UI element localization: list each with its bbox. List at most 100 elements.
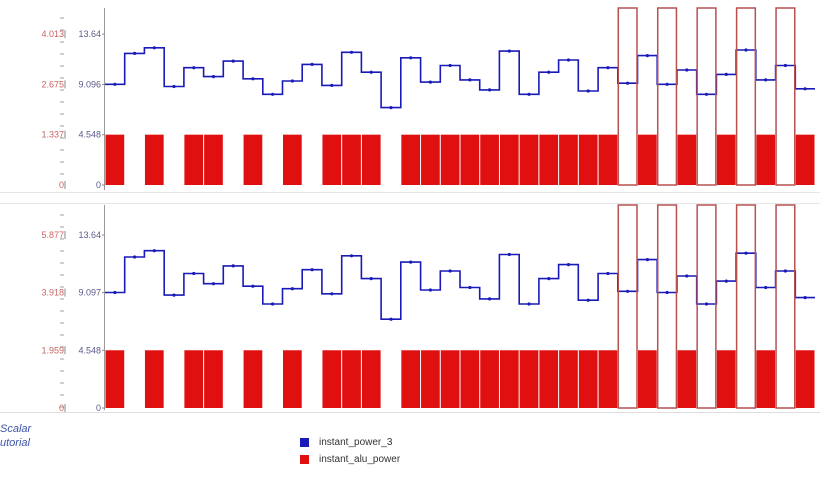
bottom-instant-power-3-point [369,277,373,281]
top-alu-power-bar [499,134,519,185]
top-alu-power-bar [677,134,697,185]
bottom-instant-power-3-point [685,274,689,278]
bottom-alu-power-bar [144,350,164,408]
top-y-tick-label-right: 0 [96,180,101,190]
top-instant-power-3-point [507,49,511,53]
bottom-alu-power-bar [401,350,421,408]
top-alu-power-bar [617,7,638,186]
bottom-alu-power-bar [243,350,263,408]
top-alu-power-bar [735,7,757,186]
bottom-divider [0,412,820,413]
bottom-instant-power-3-point [409,260,413,264]
bottom-instant-power-3-point [606,271,610,276]
top-instant-power-3-point [764,78,768,82]
bottom-instant-power-3-point [172,293,176,297]
top-instant-power-3-point [626,81,630,85]
top-instant-power-3-point [724,72,728,76]
top-y-tick-label-right: 13.64 [78,29,101,39]
bottom-alu-power-bar [440,350,460,408]
top-instant-power-3-point [271,92,275,96]
bottom-instant-power-3-point [271,302,275,306]
top-instant-power-3-point [448,63,452,68]
bottom-alu-power-bar [578,350,598,408]
bottom-alu-power-bar [716,350,736,408]
top-instant-power-3-point [468,78,472,82]
bottom-alu-power-bar [656,204,678,409]
bottom-instant-power-3-point [211,282,216,286]
top-instant-power-3-point [389,106,393,110]
legend: instant_power_3 instant_alu_power [300,434,400,468]
top-instant-power-3-point [527,92,531,96]
legend-item-instant-alu-power: instant_alu_power [300,451,400,468]
bottom-alu-power-bar [460,350,480,408]
bottom-y-tick-label-left: 5.877 [41,230,64,240]
top-alu-power-bar [539,134,559,185]
bottom-instant-power-3-point [349,254,354,258]
top-instant-power-3-point [133,51,137,56]
top-instant-power-3-point [310,62,314,66]
top-alu-power-bar [756,134,776,185]
bottom-y-tick-label-left: 0 [59,403,64,413]
bottom-alu-power-bar [559,350,578,408]
top-instant-power-3-point [330,83,334,87]
bottom-alu-power-bar [204,350,223,408]
top-alu-power-bar [421,134,440,185]
bottom-instant-power-3-point [704,302,709,306]
top-alu-power-bar [559,134,578,185]
bottom-instant-power-3-point [468,285,472,290]
top-alu-power-bar [598,134,618,185]
bottom-y-tick-label-left: 3.918 [41,288,64,298]
top-instant-power-3-point [251,77,255,81]
top-instant-power-3-point [349,50,354,54]
bottom-instant-power-3-point [645,258,650,262]
top-alu-power-bar [578,134,598,185]
top-instant-power-3-point [113,82,117,86]
top-instant-power-3-point [547,70,551,74]
bottom-alu-power-bar [421,350,440,408]
bottom-alu-power-bar [105,350,125,408]
bottom-y-tick-label-right: 9.097 [78,288,101,298]
bottom-instant-power-3-point [566,263,571,267]
top-instant-power-3-point [704,92,709,96]
top-alu-power-bar [243,134,263,185]
bottom-instant-power-3-point [251,284,255,288]
top-alu-power-bar [716,134,736,185]
bottom-instant-power-3-point [527,302,531,306]
bottom-instant-power-3-point [547,277,551,281]
top-alu-power-bar [460,134,480,185]
bottom-instant-power-3-point [626,289,630,293]
top-alu-power-bar [401,134,421,185]
top-instant-power-3-point [606,66,610,70]
bottom-instant-power-3-point [290,287,294,291]
top-instant-power-3-point [409,56,413,60]
bottom-instant-power-3-point [113,290,117,295]
top-y-tick-label-right: 4.548 [78,130,101,140]
top-instant-power-3-point [172,84,176,89]
panel-separator[interactable] [0,192,820,204]
top-y-tick-label-left: 2.675 [41,79,64,89]
top-alu-power-bar [342,134,361,185]
top-alu-power-bar [440,134,460,185]
top-alu-power-bar [656,7,678,186]
caption-line-2: utorial [0,437,30,449]
bottom-alu-power-bar [283,350,302,408]
top-instant-power-3-point [290,79,294,83]
top-y-tick-label-left: 4.013 [41,29,64,39]
bottom-alu-power-bar [775,204,796,409]
top-alu-power-bar [322,134,342,185]
top-alu-power-bar [144,134,164,185]
bottom-alu-power-bar [342,350,361,408]
legend-swatch-red [300,455,309,464]
bottom-instant-power-3-point [428,288,432,292]
bottom-y-tick-label-right: 4.548 [78,345,101,355]
bottom-alu-power-bar [677,350,697,408]
caption: Scalar utorial [0,422,31,450]
bottom-instant-power-3-point [231,264,235,268]
bottom-instant-power-3-point [586,298,590,302]
bottom-instant-power-3-line [105,249,815,320]
top-alu-power-bar [283,134,302,185]
bottom-alu-power-bar [735,204,757,409]
top-instant-power-3-point [152,46,156,50]
bottom-instant-power-3-point [488,297,492,301]
